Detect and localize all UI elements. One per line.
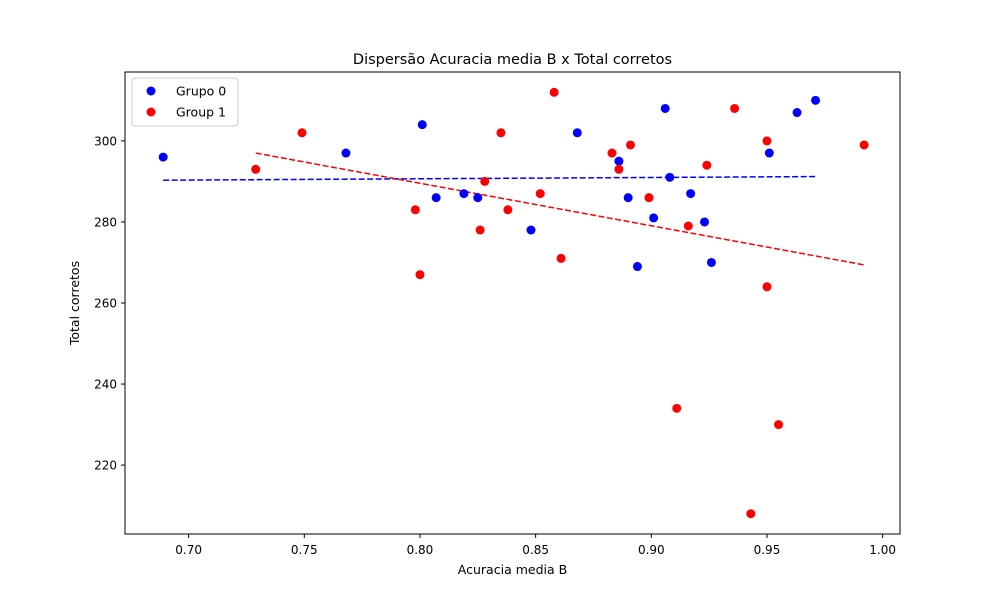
data-point-group-1-6 (496, 128, 506, 138)
x-tick-label: 1.00 (869, 543, 896, 557)
data-point-grupo-0-14 (686, 189, 696, 199)
data-point-grupo-0-0 (158, 152, 168, 162)
legend-frame (131, 77, 239, 127)
x-tick-label: 0.95 (754, 543, 781, 557)
data-point-group-1-5 (480, 176, 490, 186)
data-point-grupo-0-12 (660, 103, 670, 113)
x-tick-label: 0.85 (522, 543, 549, 557)
data-point-group-1-8 (535, 189, 545, 199)
data-point-group-1-1 (297, 128, 307, 138)
y-tick-label: 240 (94, 378, 117, 392)
x-tick-label: 0.70 (175, 543, 202, 557)
y-tick-label: 220 (94, 459, 117, 473)
data-point-group-1-3 (415, 270, 425, 280)
x-axis: 0.70 0.75 0.80 0.85 0.90 0.95 1.00 (175, 534, 896, 557)
y-tick-label: 280 (94, 215, 117, 229)
plot-area (158, 87, 869, 519)
legend-label-grupo-0: Grupo 0 (176, 84, 226, 99)
data-point-group-1-17 (702, 160, 712, 170)
data-point-group-1-0 (251, 164, 261, 174)
data-point-grupo-0-9 (623, 193, 633, 203)
x-axis-label: Acuracia media B (458, 562, 567, 577)
data-point-grupo-0-4 (459, 189, 469, 199)
trend-line-grupo-0 (163, 175, 816, 181)
data-point-group-1-9 (549, 87, 559, 97)
x-tick-label: 0.80 (407, 543, 434, 557)
data-point-grupo-0-8 (614, 156, 624, 166)
data-point-grupo-0-3 (431, 193, 441, 203)
data-point-grupo-0-5 (473, 193, 483, 203)
y-axis: 220 240 260 280 300 (94, 134, 125, 473)
y-tick-label: 300 (94, 134, 117, 148)
legend: Grupo 0 Group 1 (131, 77, 239, 127)
data-point-group-1-14 (644, 193, 654, 203)
trend-line-group-1 (255, 152, 865, 266)
legend-marker-group-1 (146, 107, 156, 117)
data-point-group-1-19 (746, 509, 756, 519)
data-point-grupo-0-16 (706, 257, 716, 267)
x-tick-label: 0.75 (291, 543, 318, 557)
x-tick-label: 0.90 (638, 543, 665, 557)
data-point-group-1-23 (859, 140, 869, 150)
data-point-group-1-11 (607, 148, 617, 158)
data-point-group-1-4 (475, 225, 485, 235)
data-point-group-1-18 (730, 103, 740, 113)
legend-marker-grupo-0 (146, 86, 156, 96)
data-point-grupo-0-10 (632, 262, 642, 272)
data-point-grupo-0-13 (665, 172, 675, 182)
data-point-grupo-0-6 (526, 225, 536, 235)
data-point-group-1-12 (614, 164, 624, 174)
data-point-grupo-0-18 (792, 108, 802, 118)
data-point-group-1-22 (774, 420, 784, 430)
legend-label-group-1: Group 1 (176, 105, 226, 120)
data-point-grupo-0-19 (811, 95, 821, 105)
data-point-group-1-10 (556, 253, 566, 263)
chart-title: Dispersão Acuracia media B x Total corre… (353, 52, 672, 68)
data-point-group-1-16 (683, 221, 693, 231)
data-point-group-1-7 (503, 205, 513, 215)
y-axis-label: Total corretos (67, 261, 82, 346)
data-point-grupo-0-2 (417, 120, 427, 130)
data-point-group-1-21 (762, 282, 772, 292)
data-point-group-1-2 (410, 205, 420, 215)
data-point-group-1-20 (762, 136, 772, 146)
data-point-grupo-0-11 (649, 213, 659, 223)
data-point-group-1-13 (625, 140, 635, 150)
data-point-group-1-15 (672, 403, 682, 413)
y-tick-label: 260 (94, 297, 117, 311)
data-point-grupo-0-7 (572, 128, 582, 138)
data-point-grupo-0-15 (700, 217, 710, 227)
data-point-grupo-0-1 (341, 148, 351, 158)
data-point-grupo-0-17 (764, 148, 774, 158)
